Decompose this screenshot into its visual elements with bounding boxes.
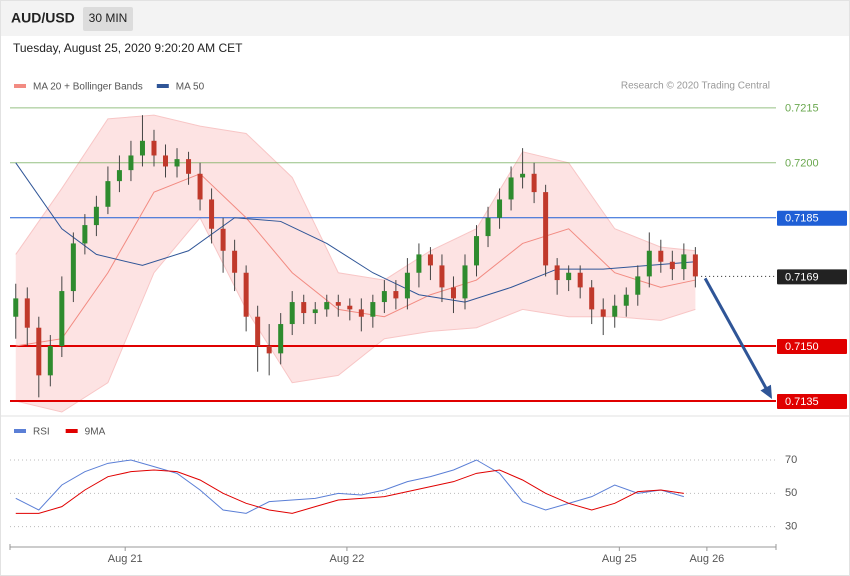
candle-body bbox=[220, 228, 226, 251]
legend-label: MA 20 + Bollinger Bands bbox=[33, 82, 143, 93]
candle-body bbox=[139, 140, 145, 156]
candle-body bbox=[485, 217, 491, 237]
candle-body bbox=[404, 272, 410, 299]
candle-body bbox=[335, 302, 341, 306]
candle-body bbox=[93, 206, 99, 226]
candle-body bbox=[70, 243, 76, 292]
candle-body bbox=[174, 159, 180, 167]
candle-body bbox=[612, 305, 618, 317]
candle-body bbox=[197, 173, 203, 200]
candle-body bbox=[646, 250, 652, 277]
candle-body bbox=[13, 298, 19, 317]
x-tick-label: Aug 21 bbox=[108, 553, 143, 565]
candle-body bbox=[128, 155, 134, 171]
candle-body bbox=[681, 254, 687, 270]
timestamp: Tuesday, August 25, 2020 9:20:20 AM CET bbox=[13, 41, 243, 55]
candle-body bbox=[105, 181, 111, 207]
candle-body bbox=[163, 155, 169, 167]
bollinger-upper bbox=[15, 114, 696, 281]
candle-body bbox=[347, 305, 353, 310]
candle-body bbox=[381, 291, 387, 303]
candle-body bbox=[209, 199, 215, 229]
level-box bbox=[777, 394, 847, 410]
candle-body bbox=[520, 173, 526, 178]
candle-body bbox=[416, 254, 422, 273]
y-tick-label: 30 bbox=[785, 521, 797, 533]
indicator-line bbox=[15, 469, 684, 514]
candle-body bbox=[116, 170, 122, 182]
forecast-arrow bbox=[703, 277, 769, 391]
candle-body bbox=[474, 236, 480, 266]
candle-body bbox=[186, 159, 192, 174]
level-label: 0.7185 bbox=[785, 213, 819, 225]
candle-body bbox=[278, 324, 284, 354]
candle-body bbox=[289, 302, 295, 325]
candle-body bbox=[508, 177, 514, 200]
legend-swatch bbox=[65, 429, 78, 433]
candle-body bbox=[82, 225, 88, 244]
candle-body bbox=[658, 250, 664, 262]
candle-body bbox=[439, 265, 445, 288]
level-label: 0.7200 bbox=[785, 158, 819, 170]
x-tick-label: Aug 22 bbox=[329, 553, 364, 565]
candle-body bbox=[566, 272, 572, 281]
candle-body bbox=[669, 261, 675, 270]
candle-body bbox=[59, 291, 65, 347]
candle-body bbox=[635, 276, 641, 295]
candle-body bbox=[358, 309, 364, 317]
candle-body bbox=[462, 265, 468, 299]
candle-body bbox=[577, 272, 583, 288]
candle-body bbox=[600, 309, 606, 317]
candle-body bbox=[301, 302, 307, 314]
timeframe-badge[interactable] bbox=[83, 7, 133, 31]
level-label: 0.7135 bbox=[785, 396, 819, 408]
candle-body bbox=[531, 173, 537, 193]
candle-body bbox=[692, 254, 698, 277]
level-label: 0.7215 bbox=[785, 103, 819, 115]
level-box bbox=[777, 210, 847, 226]
symbol: AUD/USD bbox=[11, 10, 75, 26]
candle-body bbox=[554, 265, 560, 281]
source: Research © 2020 Trading Central bbox=[621, 81, 770, 92]
candle-body bbox=[543, 192, 549, 266]
candle-body bbox=[393, 291, 399, 299]
y-tick-label: 50 bbox=[785, 487, 797, 499]
level-box bbox=[777, 269, 847, 285]
header-bar bbox=[1, 1, 849, 36]
candle-body bbox=[36, 327, 42, 376]
legend-label: MA 50 bbox=[176, 82, 205, 93]
level-box bbox=[777, 339, 847, 355]
candle-body bbox=[623, 294, 629, 306]
level-label: 0.7169 bbox=[785, 271, 819, 283]
candle-body bbox=[312, 309, 318, 314]
indicator-line bbox=[15, 459, 684, 514]
candle-body bbox=[47, 346, 53, 376]
timeframe[interactable]: 30 MIN bbox=[89, 11, 128, 25]
candle-body bbox=[232, 250, 238, 273]
y-tick-label: 70 bbox=[785, 454, 797, 466]
candle-body bbox=[266, 346, 272, 354]
level-label: 0.7150 bbox=[785, 341, 819, 353]
candle-body bbox=[589, 287, 595, 310]
candle-body bbox=[370, 302, 376, 317]
x-tick-label: Aug 26 bbox=[689, 553, 724, 565]
candle-body bbox=[243, 272, 249, 317]
candle-body bbox=[324, 302, 330, 310]
candle-body bbox=[151, 140, 157, 156]
bollinger-fill bbox=[15, 115, 696, 412]
candle-body bbox=[255, 316, 261, 347]
candle-body bbox=[497, 199, 503, 218]
legend-swatch bbox=[14, 429, 26, 433]
candle-body bbox=[450, 287, 456, 299]
candle-body bbox=[24, 298, 30, 328]
legend-label: RSI bbox=[33, 427, 50, 438]
candle-body bbox=[427, 254, 433, 266]
forecast-arrow-head bbox=[760, 384, 772, 400]
legend-swatch bbox=[14, 84, 26, 88]
x-tick-label: Aug 25 bbox=[602, 553, 637, 565]
legend-label: 9MA bbox=[85, 427, 106, 438]
legend-swatch bbox=[156, 84, 169, 88]
